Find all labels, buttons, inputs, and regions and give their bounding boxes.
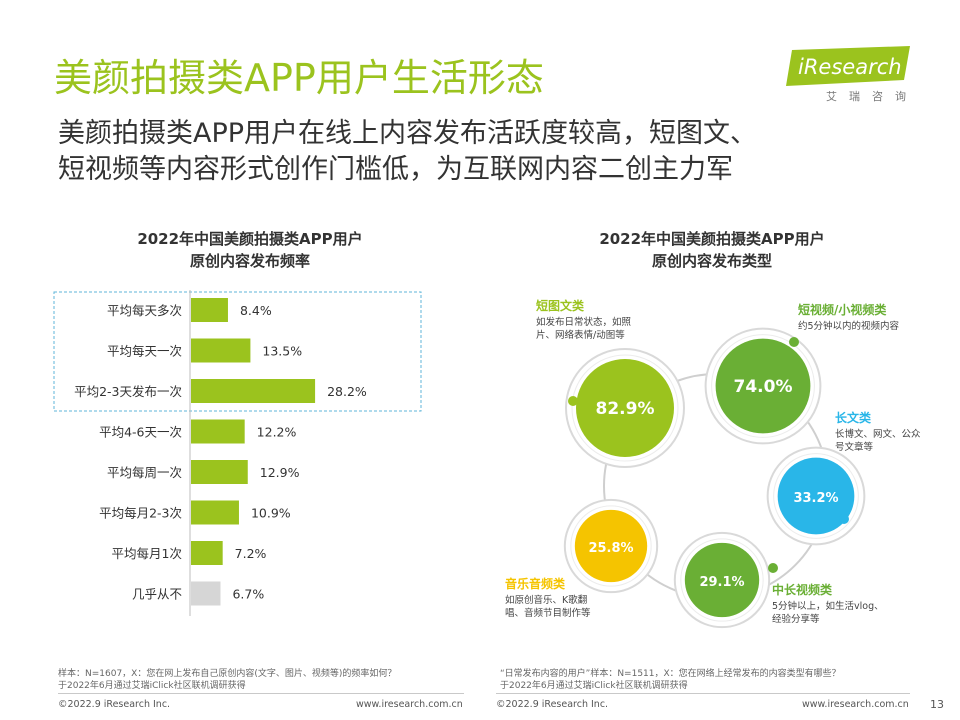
bar: [191, 298, 228, 322]
left-chart-title: 2022年中国美颜拍摄类APP用户 原创内容发布频率: [90, 228, 410, 272]
bar-category-label: 平均每天一次: [107, 344, 182, 359]
bar: [191, 419, 245, 444]
bar-category-label: 几乎从不: [132, 587, 182, 602]
right-footer-url: www.iresearch.com.cn: [802, 699, 909, 710]
bar: [191, 541, 223, 565]
bar-category-label: 平均每周一次: [107, 465, 182, 480]
highlight-box: [53, 291, 422, 412]
logo-badge: iResearch: [786, 46, 910, 86]
bubble-value-label: 74.0%: [734, 377, 793, 397]
bar-value-label: 12.9%: [260, 465, 300, 480]
logo-subtitle: 艾瑞咨询: [826, 90, 918, 103]
right-note-line-2: 于2022年6月通过艾瑞iClick社区联机调研获得: [500, 681, 688, 691]
bubble-desc-line-2: 号文章等: [835, 441, 874, 453]
left-chart-title-line-2: 原创内容发布频率: [189, 252, 310, 270]
bar-value-label: 8.4%: [240, 303, 272, 318]
bar: [191, 338, 251, 363]
bubble-accent-dot: [579, 541, 589, 551]
right-footer-rule: [496, 693, 910, 694]
left-footer-url: www.iresearch.com.cn: [356, 699, 463, 710]
bar-value-label: 12.2%: [257, 425, 297, 440]
right-chart-title: 2022年中国美颜拍摄类APP用户 原创内容发布类型: [552, 228, 872, 272]
bubble-accent-dot: [839, 514, 849, 524]
bar: [191, 500, 239, 525]
bar-category-label: 平均每月1次: [112, 546, 182, 561]
bubble-desc-line-1: 如发布日常状态，如照: [536, 316, 632, 328]
bubble-value-label: 25.8%: [588, 541, 633, 556]
bubble-accent-dot: [768, 563, 778, 573]
left-note: 样本：N=1607，X：您在网上发布自己原创内容(文字、图片、视频等)的频率如何…: [58, 668, 396, 692]
bubble-value-label: 29.1%: [699, 575, 744, 590]
bubble-desc-line-1: 5分钟以上，如生活vlog、: [772, 600, 884, 612]
bubble-value-label: 82.9%: [596, 399, 655, 419]
bar-category-label: 平均每月2-3次: [99, 506, 182, 521]
bar-category-label: 平均每天多次: [107, 303, 182, 318]
bubble-desc-line-2: 唱、音频节目制作等: [505, 607, 591, 619]
left-footer-rule: [58, 693, 464, 694]
page-subtitle: 美颜拍摄类APP用户在线上内容发布活跃度较高，短图文、 短视频等内容形式创作门槛…: [58, 116, 878, 188]
bar-value-label: 28.2%: [327, 384, 367, 399]
bar-category-label: 平均2-3天发布一次: [74, 384, 182, 399]
bar-value-label: 7.2%: [235, 546, 267, 561]
bubble: [574, 509, 648, 583]
bubble-desc-line-1: 长博文、网文、公众: [835, 428, 921, 440]
bubble-desc-line-2: 经验分享等: [772, 613, 820, 625]
bubble: [777, 457, 855, 535]
bubble-accent-dot: [789, 337, 799, 347]
bubble: [684, 542, 760, 618]
right-note-line-1: “日常发布内容的用户”样本：N=1511，X：您在网络上经常发布的内容类型有哪些…: [500, 669, 841, 679]
frequency-bar-chart: 平均每天多次 8.4% 平均每天一次 13.5% 平均2-3天发布一次 28.2% 平均4-…: [53, 290, 422, 616]
bubble: [715, 338, 811, 434]
bar-value-label: 6.7%: [232, 587, 264, 602]
right-footer-copyright: ©2022.9 iResearch Inc.: [496, 699, 609, 710]
subtitle-line-1: 美颜拍摄类APP用户在线上内容发布活跃度较高，短图文、: [58, 118, 758, 149]
bubble-name-label: 中长视频类: [772, 582, 833, 597]
bubble-accent-dot: [568, 396, 578, 406]
left-note-line-2: 于2022年6月通过艾瑞iClick社区联机调研获得: [58, 681, 246, 691]
left-chart-title-line-1: 2022年中国美颜拍摄类APP用户: [137, 230, 363, 248]
bar: [191, 379, 316, 403]
bar-category-label: 平均4-6天一次: [99, 425, 182, 440]
bubble-desc-line-2: 片、网络表情/动图等: [536, 329, 625, 341]
bubble-name-label: 短视频/小视频类: [798, 302, 887, 317]
bar-value-label: 10.9%: [251, 506, 291, 521]
bubble-name-label: 短图文类: [536, 298, 585, 313]
left-note-line-1: 样本：N=1607，X：您在网上发布自己原创内容(文字、图片、视频等)的频率如何…: [58, 669, 397, 679]
left-footer-copyright: ©2022.9 iResearch Inc.: [58, 699, 171, 710]
bubble-desc-line-1: 如原创音乐、K歌翻: [505, 594, 587, 606]
right-chart-title-line-2: 原创内容发布类型: [651, 252, 772, 270]
bubble: [576, 359, 674, 457]
bubble-name-label: 音乐音频类: [505, 576, 566, 591]
bubble-name-label: 长文类: [835, 410, 872, 425]
bar-value-label: 13.5%: [262, 344, 302, 359]
bar: [191, 460, 248, 484]
page-number: 13: [930, 698, 944, 711]
iresearch-logo: iResearch 艾瑞咨询: [786, 46, 914, 104]
right-note: “日常发布内容的用户”样本：N=1511，X：您在网络上经常发布的内容类型有哪些…: [500, 668, 841, 692]
page-title: 美颜拍摄类APP用户生活形态: [54, 56, 544, 100]
logo-brand: iResearch: [798, 55, 902, 79]
right-chart-title-line-1: 2022年中国美颜拍摄类APP用户: [599, 230, 825, 248]
subtitle-line-2: 短视频等内容形式创作门槛低，为互联网内容二创主力军: [58, 154, 733, 185]
bar: [191, 581, 221, 606]
bubble-desc-line-1: 约5分钟以内的视频内容: [798, 320, 900, 332]
bubble-value-label: 33.2%: [793, 491, 838, 506]
